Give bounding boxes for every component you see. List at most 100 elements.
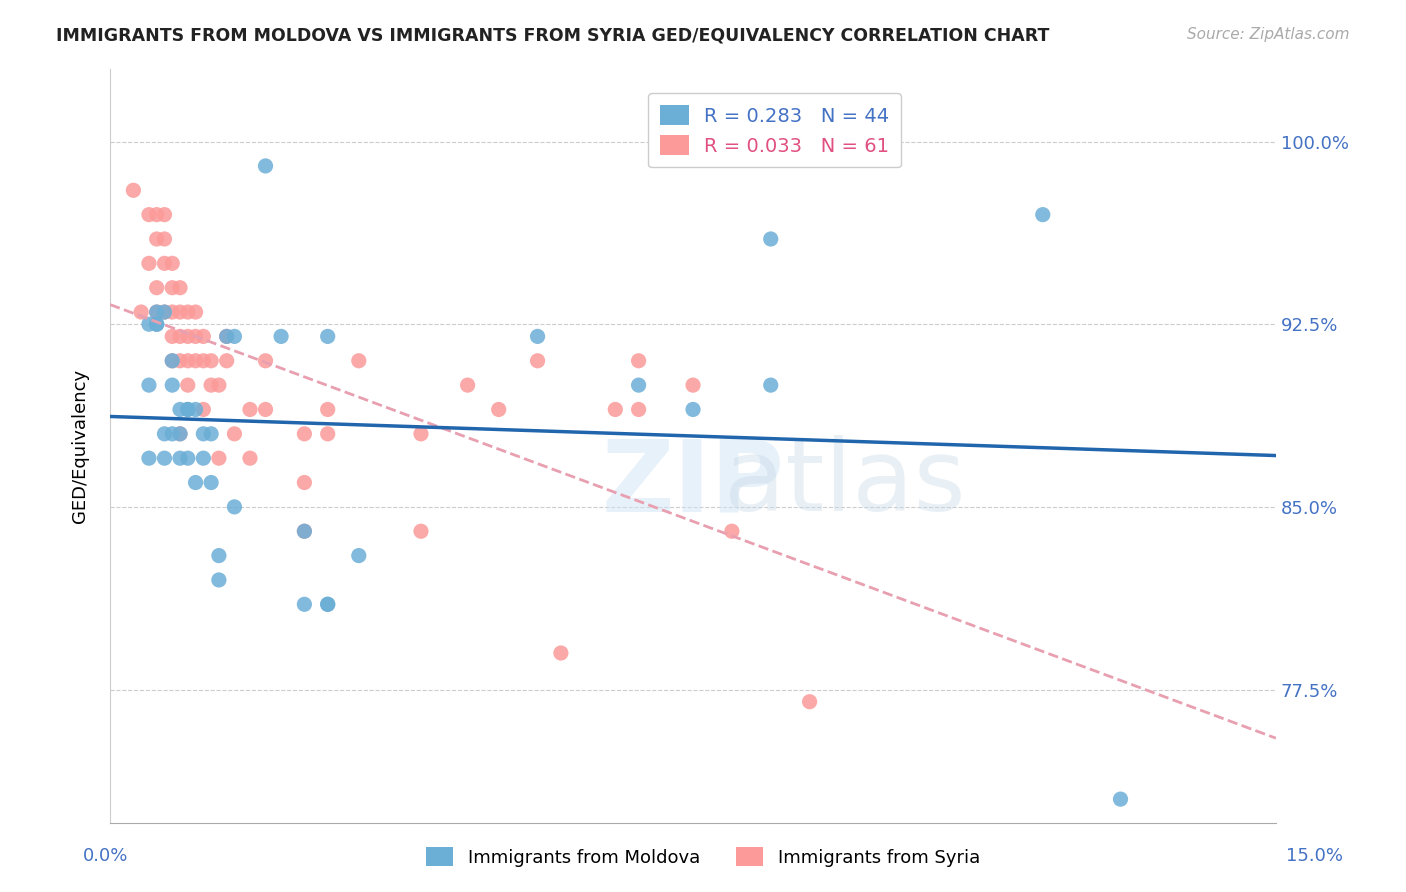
Point	[224, 329, 246, 343]
Point	[138, 256, 160, 270]
Text: ZIP: ZIP	[602, 435, 785, 533]
Point	[177, 402, 200, 417]
Point	[200, 426, 222, 441]
Point	[193, 426, 215, 441]
Point	[208, 378, 231, 392]
Point	[169, 451, 191, 466]
Point	[153, 232, 176, 246]
Point	[169, 329, 191, 343]
Point	[169, 402, 191, 417]
Point	[184, 475, 207, 490]
Point	[177, 353, 200, 368]
Point	[316, 329, 339, 343]
Point	[270, 329, 292, 343]
Point	[177, 402, 200, 417]
Point	[550, 646, 572, 660]
Point	[162, 281, 184, 295]
Point	[138, 451, 160, 466]
Point	[169, 305, 191, 319]
Point	[224, 426, 246, 441]
Text: IMMIGRANTS FROM MOLDOVA VS IMMIGRANTS FROM SYRIA GED/EQUIVALENCY CORRELATION CHA: IMMIGRANTS FROM MOLDOVA VS IMMIGRANTS FR…	[56, 27, 1050, 45]
Point	[721, 524, 744, 539]
Point	[193, 353, 215, 368]
Point	[162, 256, 184, 270]
Point	[254, 402, 277, 417]
Point	[215, 329, 238, 343]
Point	[759, 378, 782, 392]
Point	[292, 597, 315, 611]
Point	[239, 451, 262, 466]
Point	[627, 353, 650, 368]
Point	[799, 695, 821, 709]
Point	[169, 426, 191, 441]
Point	[457, 378, 479, 392]
Legend: Immigrants from Moldova, Immigrants from Syria: Immigrants from Moldova, Immigrants from…	[419, 840, 987, 874]
Point	[200, 475, 222, 490]
Point	[145, 232, 167, 246]
Point	[145, 305, 167, 319]
Point	[193, 329, 215, 343]
Point	[177, 305, 200, 319]
Point	[169, 281, 191, 295]
Point	[292, 475, 315, 490]
Point	[239, 402, 262, 417]
Point	[605, 402, 627, 417]
Point	[208, 549, 231, 563]
Point	[162, 305, 184, 319]
Point	[409, 426, 432, 441]
Legend: R = 0.283   N = 44, R = 0.033   N = 61: R = 0.283 N = 44, R = 0.033 N = 61	[648, 94, 901, 168]
Point	[682, 378, 704, 392]
Point	[145, 305, 167, 319]
Point	[177, 329, 200, 343]
Point	[316, 597, 339, 611]
Point	[488, 402, 510, 417]
Point	[254, 353, 277, 368]
Point	[177, 451, 200, 466]
Point	[162, 353, 184, 368]
Point	[208, 451, 231, 466]
Y-axis label: GED/Equivalency: GED/Equivalency	[72, 369, 89, 523]
Point	[162, 329, 184, 343]
Point	[254, 159, 277, 173]
Point	[153, 451, 176, 466]
Point	[169, 426, 191, 441]
Point	[526, 353, 548, 368]
Point	[153, 305, 176, 319]
Point	[177, 378, 200, 392]
Point	[316, 597, 339, 611]
Point	[627, 378, 650, 392]
Point	[122, 183, 145, 197]
Point	[526, 329, 548, 343]
Point	[316, 402, 339, 417]
Point	[759, 232, 782, 246]
Point	[292, 524, 315, 539]
Point	[316, 426, 339, 441]
Point	[145, 281, 167, 295]
Text: Source: ZipAtlas.com: Source: ZipAtlas.com	[1187, 27, 1350, 42]
Point	[169, 353, 191, 368]
Point	[215, 329, 238, 343]
Point	[153, 256, 176, 270]
Point	[184, 329, 207, 343]
Point	[200, 353, 222, 368]
Point	[145, 317, 167, 331]
Point	[1032, 208, 1054, 222]
Point	[162, 426, 184, 441]
Point	[193, 402, 215, 417]
Text: 0.0%: 0.0%	[83, 847, 128, 864]
Point	[153, 208, 176, 222]
Point	[184, 353, 207, 368]
Point	[138, 208, 160, 222]
Point	[224, 500, 246, 514]
Point	[292, 524, 315, 539]
Point	[347, 353, 370, 368]
Point	[627, 402, 650, 417]
Point	[184, 402, 207, 417]
Point	[193, 451, 215, 466]
Point	[138, 378, 160, 392]
Point	[1109, 792, 1132, 806]
Point	[215, 353, 238, 368]
Point	[145, 208, 167, 222]
Text: 15.0%: 15.0%	[1286, 847, 1343, 864]
Point	[153, 426, 176, 441]
